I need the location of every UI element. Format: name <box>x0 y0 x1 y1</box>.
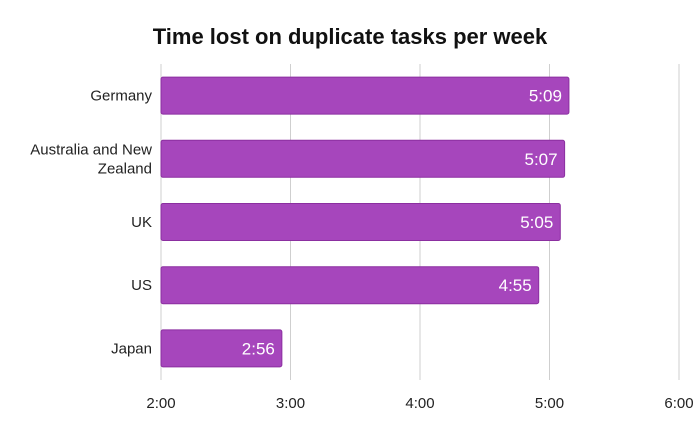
category-labels: Germany Australia and New Zealand UK US Japan <box>30 88 152 358</box>
bar <box>160 203 561 241</box>
category-label: US <box>131 277 152 294</box>
data-label: 5:09 <box>529 87 562 106</box>
bar <box>160 329 283 368</box>
x-tick-label: 2:00 <box>146 395 175 412</box>
x-tick-label: 6:00 <box>664 395 693 412</box>
bars: 5:09 5:07 5:05 4:55 2:56 <box>160 76 570 368</box>
category-label: Germany <box>90 88 152 105</box>
x-axis-ticks: 2:00 3:00 4:00 5:00 6:00 <box>146 395 693 412</box>
category-label: Zealand <box>98 160 152 177</box>
x-tick-label: 3:00 <box>276 395 305 412</box>
category-label: UK <box>131 214 152 231</box>
chart-title: Time lost on duplicate tasks per week <box>153 24 548 49</box>
data-label: 5:07 <box>525 150 558 169</box>
data-label: 5:05 <box>520 213 553 232</box>
bar <box>160 76 570 115</box>
x-tick-label: 5:00 <box>535 395 564 412</box>
x-tick-label: 4:00 <box>405 395 434 412</box>
category-label: Japan <box>111 340 152 357</box>
data-label: 2:56 <box>242 339 275 358</box>
category-label: Australia and New <box>30 141 152 158</box>
bar <box>160 139 566 178</box>
data-label: 4:55 <box>499 276 532 295</box>
bar <box>160 266 540 305</box>
